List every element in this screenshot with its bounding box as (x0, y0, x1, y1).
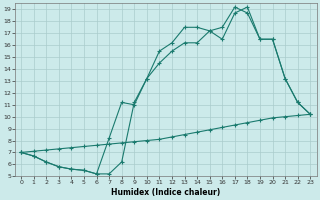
X-axis label: Humidex (Indice chaleur): Humidex (Indice chaleur) (111, 188, 220, 197)
